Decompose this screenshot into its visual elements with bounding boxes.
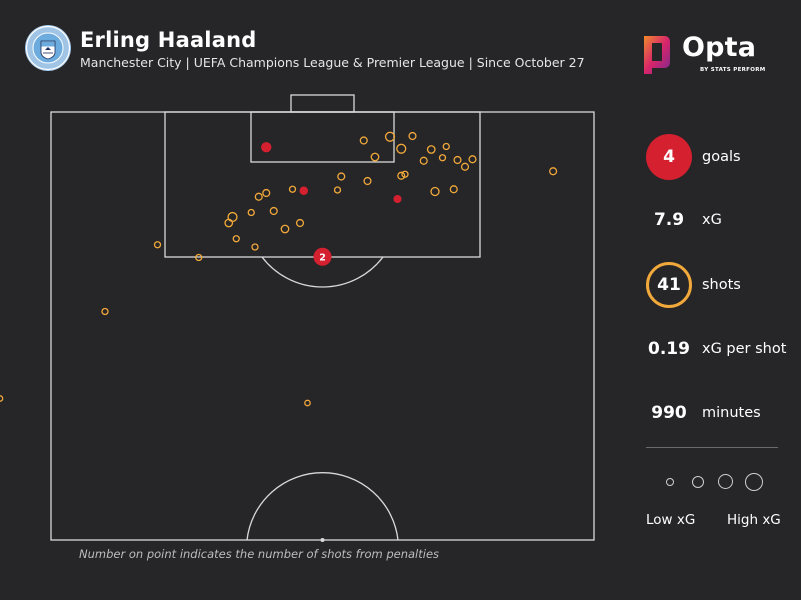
missed-shot-point bbox=[304, 399, 311, 407]
minutes-label: minutes bbox=[702, 405, 761, 421]
penalty-count-label: 2 bbox=[319, 252, 326, 263]
xg-label: xG bbox=[702, 212, 722, 228]
missed-shot-point bbox=[295, 218, 305, 228]
stat-goals: 4 goals bbox=[646, 134, 796, 180]
missed-shot-point bbox=[426, 145, 436, 154]
shots-badge-icon bbox=[646, 262, 692, 308]
stat-xg-per-shot: 0.19 xG per shot bbox=[646, 326, 796, 372]
missed-shot-point bbox=[453, 155, 462, 165]
legend-lg-circle-icon bbox=[745, 473, 763, 491]
goal-shot-point bbox=[313, 247, 332, 266]
missed-shot-point bbox=[396, 143, 407, 154]
missed-shot-point bbox=[153, 241, 162, 249]
stat-shots: 41 shots bbox=[646, 262, 796, 308]
centre-circle bbox=[246, 472, 399, 541]
missed-shot-point bbox=[254, 192, 263, 201]
missed-shot-point bbox=[101, 307, 109, 316]
legend-xs-circle-icon bbox=[666, 478, 674, 486]
missed-shot-point bbox=[449, 185, 458, 194]
centre-spot bbox=[320, 538, 325, 542]
missed-shot-point bbox=[269, 206, 278, 216]
missed-shot-point bbox=[419, 156, 428, 165]
missed-shot-point bbox=[363, 176, 372, 186]
missed-shot-point bbox=[280, 224, 290, 234]
goal bbox=[290, 94, 355, 113]
missed-shot-point bbox=[397, 171, 406, 180]
goal-shot-point bbox=[299, 186, 308, 195]
missed-shot-point bbox=[262, 188, 271, 198]
shots-value: 41 bbox=[657, 275, 681, 295]
missed-shot-point bbox=[430, 186, 440, 197]
missed-shot-point bbox=[232, 235, 240, 243]
missed-shot-point bbox=[288, 185, 297, 193]
missed-shot-point bbox=[337, 172, 346, 181]
penalty-arc bbox=[261, 256, 384, 288]
missed-shot-point bbox=[460, 162, 470, 171]
missed-shot-point bbox=[247, 208, 255, 217]
goal-shot-point bbox=[393, 195, 402, 203]
xg-legend: Low xG High xG bbox=[646, 468, 786, 538]
stat-minutes: 990 minutes bbox=[646, 390, 796, 436]
opta-wordmark: Opta bbox=[682, 32, 757, 63]
legend-high-label: High xG bbox=[727, 512, 781, 528]
page-title: Erling Haaland bbox=[80, 28, 257, 52]
minutes-value: 990 bbox=[651, 403, 687, 423]
page-subtitle: Manchester City | UEFA Champions League … bbox=[80, 55, 585, 70]
missed-shot-point bbox=[408, 131, 417, 141]
xg-value: 7.9 bbox=[653, 210, 685, 230]
missed-shot-point bbox=[468, 155, 477, 164]
stats-divider bbox=[646, 447, 778, 448]
missed-shot-point bbox=[384, 131, 396, 142]
opta-logo-mark-icon bbox=[644, 36, 670, 74]
penalty-box bbox=[164, 111, 481, 258]
pitch-outline bbox=[50, 111, 595, 541]
missed-shot-point bbox=[227, 211, 238, 223]
opta-logo: Opta BY STATS PERFORM bbox=[638, 32, 765, 76]
goals-value: 4 bbox=[663, 147, 675, 167]
missed-shot-point bbox=[370, 152, 380, 162]
missed-shot-point bbox=[549, 167, 558, 176]
missed-shot-point bbox=[224, 218, 234, 228]
missed-shot-point bbox=[195, 253, 203, 262]
missed-shot-point bbox=[333, 186, 342, 194]
missed-shot-point bbox=[0, 395, 4, 402]
xg-per-shot-label: xG per shot bbox=[702, 341, 787, 357]
shots-layer: 2 bbox=[0, 131, 558, 407]
missed-shot-point bbox=[251, 243, 259, 251]
manchester-city-crest-icon bbox=[25, 25, 71, 71]
missed-shot-point bbox=[359, 136, 368, 145]
legend-md-circle-icon bbox=[718, 474, 733, 489]
goal-shot-point bbox=[261, 142, 272, 153]
footnote: Number on point indicates the number of … bbox=[79, 547, 440, 561]
shots-label: shots bbox=[702, 277, 741, 293]
stat-xg: 7.9 xG bbox=[646, 197, 796, 243]
goals-badge-icon bbox=[646, 134, 692, 180]
goals-label: goals bbox=[702, 149, 741, 165]
xg-per-shot-value: 0.19 bbox=[648, 339, 690, 359]
legend-low-label: Low xG bbox=[646, 512, 696, 528]
missed-shot-point bbox=[438, 154, 447, 162]
opta-tagline: BY STATS PERFORM bbox=[700, 67, 766, 73]
missed-shot-point bbox=[442, 142, 450, 151]
legend-sm-circle-icon bbox=[692, 476, 704, 488]
